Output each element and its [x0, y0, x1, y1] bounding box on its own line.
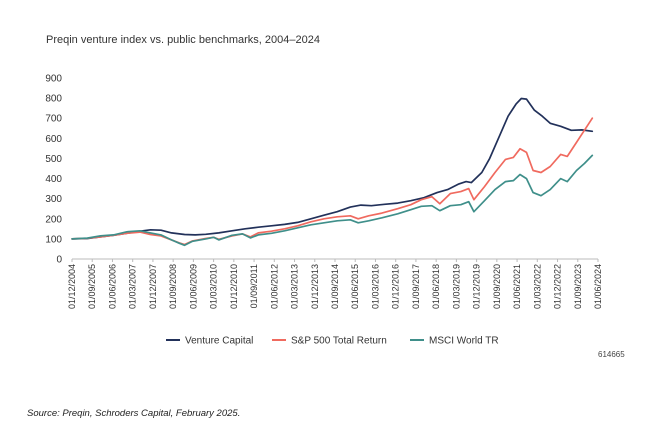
legend: Venture Capital S&P 500 Total Return MSCI …	[166, 336, 499, 347]
x-tick-label: 01/12/2022	[553, 264, 563, 309]
source-note: Source: Preqin, Schroders Capital, Febru…	[27, 408, 241, 419]
x-tick-label: 01/09/2020	[492, 264, 502, 309]
x-tick-label: 01/09/2008	[168, 264, 178, 309]
chart-title: Preqin venture index vs. public benchmar…	[46, 34, 320, 46]
series-line-s-p-500-total-return	[71, 117, 594, 246]
x-tick-label: 01/03/2010	[209, 264, 219, 309]
x-tick-label: 01/06/2006	[107, 264, 117, 309]
legend-label: Venture Capital	[185, 336, 253, 347]
y-axis-ticks: 0 100 200 300 400 500 600 700 800 900	[45, 74, 62, 266]
y-tick-label: 0	[56, 255, 62, 266]
x-tick-label: 01/12/2019	[472, 264, 482, 309]
y-tick-label: 300	[45, 194, 62, 205]
x-tick-label: 01/09/2011	[249, 264, 259, 308]
series-line-msci-world-tr	[71, 154, 594, 247]
x-tick-label: 01/09/2023	[573, 264, 583, 309]
x-tick-label: 01/06/2021	[512, 264, 522, 309]
x-tick-label: 01/12/2016	[391, 264, 401, 309]
x-tick-label: 01/06/2015	[350, 264, 360, 309]
x-tick-label: 01/03/2007	[128, 264, 138, 309]
x-tick-label: 01/06/2009	[188, 264, 198, 309]
x-tick-label: 01/03/2016	[370, 264, 380, 309]
chart-id: 614665	[598, 350, 625, 359]
x-tick-label: 01/03/2019	[451, 264, 461, 309]
x-tick-label: 01/09/2014	[330, 264, 340, 309]
y-tick-label: 800	[45, 94, 62, 105]
series-line-venture-capital	[71, 97, 594, 240]
x-tick-label: 01/06/2024	[593, 264, 603, 309]
y-tick-label: 600	[45, 134, 62, 145]
y-tick-label: 200	[45, 214, 62, 225]
legend-label: S&P 500 Total Return	[291, 336, 387, 347]
x-tick-label: 01/12/2013	[310, 264, 320, 309]
x-tick-label: 01/03/2013	[290, 264, 300, 309]
y-tick-label: 500	[45, 154, 62, 165]
y-tick-label: 400	[45, 174, 62, 185]
y-tick-label: 900	[45, 74, 62, 85]
x-axis-ticks: 01/12/2004 01/09/2005 01/06/2006 01/03/2007…	[67, 259, 603, 309]
legend-label: MSCI World TR	[429, 336, 499, 347]
x-tick-label: 01/12/2007	[148, 264, 158, 309]
y-tick-label: 700	[45, 114, 62, 125]
x-tick-label: 01/12/2010	[229, 264, 239, 309]
x-tick-label: 01/06/2012	[269, 264, 279, 309]
series-lines	[71, 97, 594, 247]
y-tick-label: 100	[45, 234, 62, 245]
x-tick-label: 01/12/2004	[67, 264, 77, 309]
x-tick-label: 01/06/2018	[431, 264, 441, 309]
x-tick-label: 01/09/2005	[87, 264, 97, 309]
x-tick-label: 01/03/2022	[532, 264, 542, 309]
x-tick-label: 01/09/2017	[411, 264, 421, 309]
